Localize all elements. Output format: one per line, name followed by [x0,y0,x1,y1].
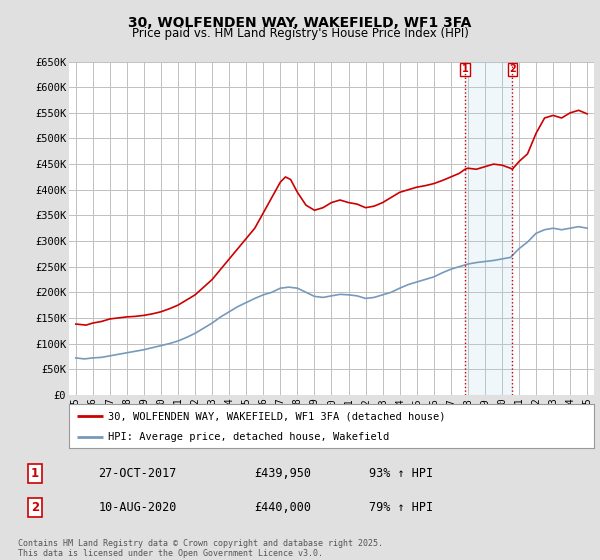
Text: Price paid vs. HM Land Registry's House Price Index (HPI): Price paid vs. HM Land Registry's House … [131,27,469,40]
Text: 30, WOLFENDEN WAY, WAKEFIELD, WF1 3FA: 30, WOLFENDEN WAY, WAKEFIELD, WF1 3FA [128,16,472,30]
Text: 93% ↑ HPI: 93% ↑ HPI [369,467,433,480]
Text: £440,000: £440,000 [254,501,311,514]
Text: 1: 1 [461,64,469,74]
Bar [465,62,512,395]
Text: 2: 2 [31,501,39,514]
Text: Contains HM Land Registry data © Crown copyright and database right 2025.
This d: Contains HM Land Registry data © Crown c… [18,539,383,558]
Text: 27-OCT-2017: 27-OCT-2017 [98,467,177,480]
Text: 10-AUG-2020: 10-AUG-2020 [98,501,177,514]
Text: 30, WOLFENDEN WAY, WAKEFIELD, WF1 3FA (detached house): 30, WOLFENDEN WAY, WAKEFIELD, WF1 3FA (d… [109,411,446,421]
Text: 79% ↑ HPI: 79% ↑ HPI [369,501,433,514]
Text: 2: 2 [509,64,516,74]
Text: £439,950: £439,950 [254,467,311,480]
Text: 1: 1 [31,467,39,480]
Text: HPI: Average price, detached house, Wakefield: HPI: Average price, detached house, Wake… [109,432,389,442]
